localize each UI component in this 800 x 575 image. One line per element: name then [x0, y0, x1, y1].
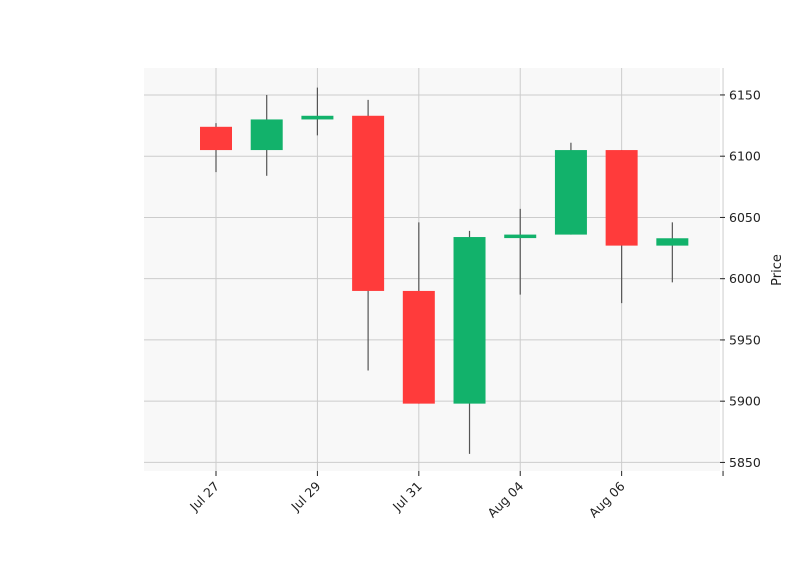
y-axis-label: Price — [770, 254, 785, 286]
candles — [200, 87, 689, 454]
candle-body-up — [250, 119, 283, 151]
plot-area — [144, 68, 720, 471]
y-tick-label: 5900 — [729, 394, 761, 409]
x-tick-label: Jul 29 — [287, 478, 323, 514]
candle-body-up — [301, 115, 334, 120]
y-tick-label: 6150 — [729, 87, 761, 102]
candle-body-up — [504, 234, 537, 239]
y-tick-label: 5850 — [729, 455, 761, 470]
candle-body-up — [554, 150, 587, 235]
candle-body-down — [352, 115, 385, 291]
x-tick-label: Aug 04 — [484, 478, 526, 520]
candle-body-up — [453, 237, 486, 404]
y-tick-label: 6000 — [729, 271, 761, 286]
x-tick-label: Aug 06 — [586, 478, 628, 520]
x-tick-label: Jul 31 — [389, 479, 425, 515]
y-tick-label: 6100 — [729, 149, 761, 164]
candle-body-down — [605, 150, 638, 246]
y-tick-label: 5950 — [729, 332, 761, 347]
candle-body-up — [656, 238, 689, 246]
y-tick-label: 6050 — [729, 210, 761, 225]
candle-body-down — [402, 290, 435, 404]
candle-body-down — [200, 126, 232, 151]
x-tick-label: Jul 27 — [186, 479, 222, 515]
